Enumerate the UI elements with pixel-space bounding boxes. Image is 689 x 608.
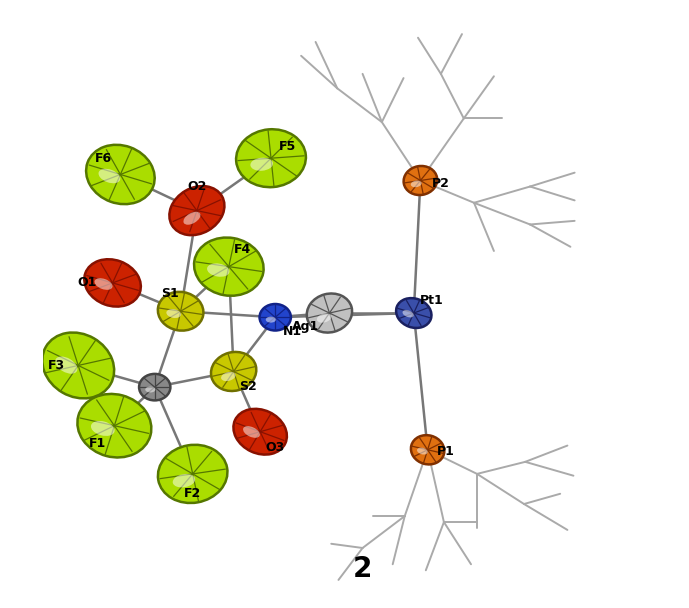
Ellipse shape: [77, 394, 152, 457]
Ellipse shape: [207, 263, 229, 277]
Text: N1: N1: [282, 325, 302, 337]
Ellipse shape: [211, 352, 256, 391]
Ellipse shape: [396, 298, 431, 328]
Ellipse shape: [411, 435, 444, 465]
Ellipse shape: [307, 294, 352, 333]
Text: P1: P1: [437, 445, 455, 458]
Ellipse shape: [250, 157, 273, 171]
Text: F2: F2: [184, 486, 201, 500]
Ellipse shape: [84, 259, 141, 306]
Ellipse shape: [91, 421, 114, 436]
Ellipse shape: [411, 181, 422, 187]
Text: O1: O1: [77, 277, 96, 289]
Text: F4: F4: [234, 243, 251, 257]
Ellipse shape: [417, 447, 428, 455]
Text: P2: P2: [432, 177, 450, 190]
Ellipse shape: [173, 474, 195, 488]
Text: 2: 2: [353, 555, 372, 583]
Ellipse shape: [139, 374, 170, 401]
Ellipse shape: [169, 186, 225, 235]
Ellipse shape: [158, 292, 203, 331]
Ellipse shape: [402, 310, 414, 317]
Ellipse shape: [158, 445, 227, 503]
Text: F1: F1: [89, 437, 106, 451]
Ellipse shape: [42, 333, 114, 398]
Ellipse shape: [266, 317, 276, 323]
Ellipse shape: [236, 130, 306, 187]
Ellipse shape: [221, 372, 236, 381]
Text: F5: F5: [278, 140, 296, 153]
Text: S2: S2: [239, 380, 257, 393]
Text: S1: S1: [161, 286, 178, 300]
Text: Pt1: Pt1: [420, 294, 444, 308]
Ellipse shape: [317, 314, 331, 323]
Text: O3: O3: [265, 441, 285, 454]
Text: F3: F3: [48, 359, 65, 372]
Ellipse shape: [99, 169, 121, 183]
Ellipse shape: [86, 145, 155, 204]
Ellipse shape: [183, 212, 200, 225]
Ellipse shape: [166, 309, 181, 318]
Ellipse shape: [55, 356, 77, 374]
Ellipse shape: [234, 409, 287, 455]
Ellipse shape: [404, 166, 438, 195]
Text: Ag1: Ag1: [291, 320, 319, 333]
Ellipse shape: [194, 238, 264, 295]
Text: O2: O2: [187, 180, 207, 193]
Ellipse shape: [260, 304, 291, 331]
Ellipse shape: [94, 278, 112, 290]
Ellipse shape: [243, 426, 260, 438]
Text: F6: F6: [95, 152, 112, 165]
Ellipse shape: [145, 387, 156, 393]
